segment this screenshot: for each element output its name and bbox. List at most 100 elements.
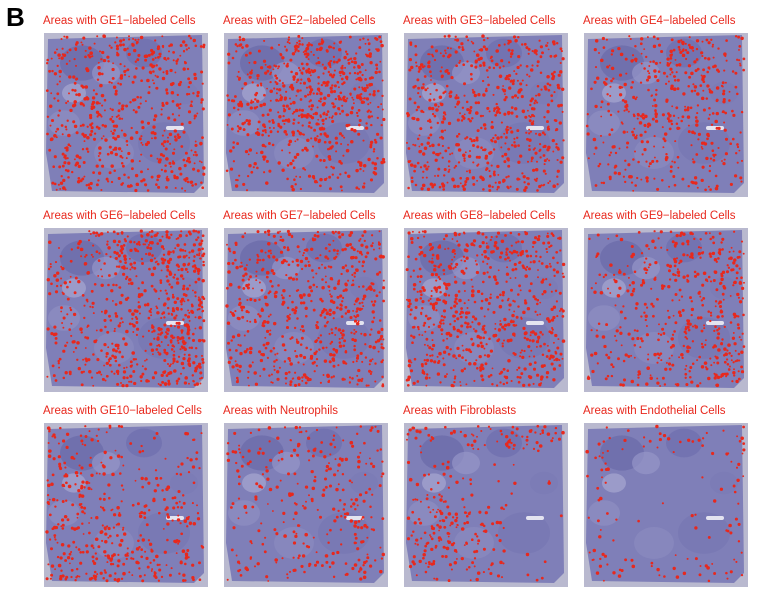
labeled-cell-dot [128, 257, 131, 260]
labeled-cell-dot [703, 324, 706, 327]
labeled-cell-dot [694, 324, 697, 327]
labeled-cell-dot [669, 67, 673, 71]
labeled-cell-dot [101, 123, 105, 127]
labeled-cell-dot [149, 342, 153, 346]
labeled-cell-dot [286, 41, 289, 44]
labeled-cell-dot [482, 280, 485, 284]
labeled-cell-dot [144, 367, 147, 371]
labeled-cell-dot [53, 97, 56, 100]
labeled-cell-dot [505, 136, 508, 139]
labeled-cell-dot [176, 308, 180, 311]
labeled-cell-dot [723, 286, 727, 290]
labeled-cell-dot [455, 94, 458, 97]
labeled-cell-dot [474, 329, 478, 333]
labeled-cell-dot [152, 70, 155, 73]
labeled-cell-dot [483, 315, 486, 318]
labeled-cell-dot [116, 134, 120, 139]
labeled-cell-dot [546, 158, 549, 160]
labeled-cell-dot [296, 41, 299, 44]
labeled-cell-dot [729, 182, 733, 186]
labeled-cell-dot [362, 97, 364, 100]
labeled-cell-dot [546, 103, 550, 107]
labeled-cell-dot [502, 65, 505, 68]
labeled-cell-dot [701, 40, 704, 43]
labeled-cell-dot [315, 350, 318, 353]
labeled-cell-dot [285, 274, 288, 277]
labeled-cell-dot [688, 255, 692, 259]
labeled-cell-dot [175, 314, 178, 317]
labeled-cell-dot [45, 89, 49, 92]
labeled-cell-dot [466, 170, 468, 173]
labeled-cell-dot [183, 178, 186, 181]
labeled-cell-dot [308, 105, 311, 108]
labeled-cell-dot [517, 233, 521, 236]
labeled-cell-dot [691, 130, 695, 135]
labeled-cell-dot [644, 114, 648, 119]
labeled-cell-dot [235, 349, 238, 352]
labeled-cell-dot [511, 268, 515, 272]
labeled-cell-dot [202, 172, 206, 176]
labeled-cell-dot [495, 62, 499, 67]
labeled-cell-dot [711, 43, 715, 46]
labeled-cell-dot [349, 315, 353, 320]
labeled-cell-dot [546, 344, 549, 347]
labeled-cell-dot [407, 375, 411, 380]
labeled-cell-dot [552, 305, 557, 309]
labeled-cell-dot [628, 284, 632, 287]
labeled-cell-dot [492, 310, 496, 314]
labeled-cell-dot [142, 243, 145, 246]
labeled-cell-dot [417, 70, 421, 73]
labeled-cell-dot [430, 331, 434, 335]
labeled-cell-dot [201, 136, 204, 140]
labeled-cell-dot [300, 108, 305, 112]
labeled-cell-dot [550, 362, 554, 366]
labeled-cell-dot [692, 83, 695, 86]
labeled-cell-dot [60, 277, 63, 280]
labeled-cell-dot [461, 184, 465, 188]
labeled-cell-dot [312, 113, 315, 116]
labeled-cell-dot [198, 254, 201, 257]
labeled-cell-dot [679, 231, 683, 235]
labeled-cell-dot [272, 321, 277, 326]
labeled-cell-dot [428, 106, 432, 111]
labeled-cell-dot [160, 373, 164, 378]
labeled-cell-dot [429, 302, 433, 306]
labeled-cell-dot [310, 104, 315, 108]
labeled-cell-dot [529, 103, 532, 107]
labeled-cell-dot [362, 170, 365, 172]
labeled-cell-dot [262, 367, 266, 371]
labeled-cell-dot [302, 67, 305, 70]
labeled-cell-dot [336, 282, 340, 286]
labeled-cell-dot [651, 159, 655, 163]
labeled-cell-dot [602, 275, 605, 279]
labeled-cell-dot [332, 310, 336, 315]
labeled-cell-dot [536, 335, 541, 340]
labeled-cell-dot [585, 124, 589, 128]
labeled-cell-dot [370, 234, 374, 237]
labeled-cell-dot [734, 85, 738, 89]
labeled-cell-dot [180, 336, 185, 340]
labeled-cell-dot [498, 372, 501, 375]
labeled-cell-dot [732, 113, 736, 117]
labeled-cell-dot [518, 261, 522, 264]
labeled-cell-dot [130, 282, 133, 285]
labeled-cell-dot [531, 64, 534, 67]
labeled-cell-dot [178, 166, 182, 171]
labeled-cell-dot [362, 297, 365, 301]
labeled-cell-dot [66, 51, 69, 54]
labeled-cell-dot [287, 107, 291, 111]
labeled-cell-dot [46, 278, 50, 282]
labeled-cell-dot [701, 165, 705, 169]
labeled-cell-dot [128, 185, 132, 188]
labeled-cell-dot [372, 150, 376, 153]
labeled-cell-dot [117, 265, 121, 268]
labeled-cell-dot [369, 110, 372, 113]
labeled-cell-dot [533, 332, 538, 336]
labeled-cell-dot [324, 134, 327, 137]
labeled-cell-dot [130, 159, 135, 163]
labeled-cell-dot [304, 256, 309, 261]
labeled-cell-dot [49, 263, 52, 266]
labeled-cell-dot [194, 366, 198, 370]
labeled-cell-dot [48, 292, 52, 296]
labeled-cell-dot [424, 362, 428, 366]
